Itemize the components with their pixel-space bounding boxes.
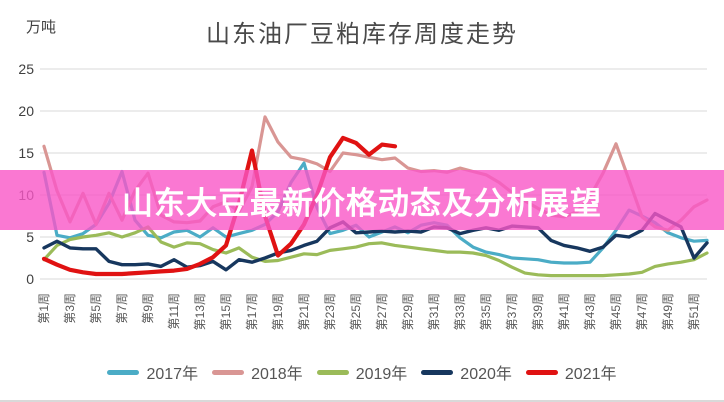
x-axis-tick-label: 第39周 <box>531 293 545 330</box>
legend-item-2019年: 2019年 <box>316 360 408 384</box>
y-axis-unit-label: 万吨 <box>26 19 57 36</box>
x-axis-tick-label: 第5周 <box>89 293 103 324</box>
x-axis-tick-label: 第51周 <box>687 293 701 330</box>
legend-label-2018年: 2018年 <box>251 366 303 383</box>
x-axis-tick-label: 第41周 <box>557 293 571 330</box>
chart-title: 山东油厂豆粕库存周度走势 <box>206 22 518 48</box>
x-axis-tick-label: 第17周 <box>245 293 259 330</box>
x-axis-tick-label: 第25周 <box>349 293 363 330</box>
series-line-2020年 <box>42 211 709 272</box>
legend-item-2017年: 2017年 <box>107 360 198 384</box>
overlay-banner-text: 山东大豆最新价格动态及分析展望 <box>122 185 602 221</box>
x-axis-tick-label: 第31周 <box>427 293 441 330</box>
x-axis-tick-label: 第3周 <box>63 293 77 324</box>
chart-legend: 2017年 2018年 2019年 2020年 2021年 <box>0 360 724 384</box>
x-axis-tick-label: 第21周 <box>297 293 311 330</box>
x-axis-tick-label: 第11周 <box>167 293 181 329</box>
legend-label-2017年: 2017年 <box>146 366 199 383</box>
x-axis-tick-label: 第29周 <box>401 293 415 330</box>
legend-label-2019年: 2019年 <box>355 366 408 383</box>
x-axis-tick-label: 第27周 <box>375 293 389 330</box>
x-axis-tick-label: 第49周 <box>661 293 675 330</box>
legend-swatch-2017年 <box>107 369 140 375</box>
legend-item-2021年: 2021年 <box>525 360 617 384</box>
series-line-2021年 <box>41 135 398 277</box>
legend-label-2020年: 2020年 <box>460 366 512 383</box>
x-axis-tick-label: 第35周 <box>479 293 493 330</box>
series-line-2019年 <box>42 225 709 278</box>
legend-swatch-2020年 <box>421 369 454 375</box>
x-axis-tick-label: 第45周 <box>609 293 623 330</box>
x-axis-tick-label: 第13周 <box>193 293 207 330</box>
legend-swatch-2018年 <box>212 369 245 375</box>
y-axis-tick-label: 5 <box>26 229 34 245</box>
x-axis-tick-label: 第33周 <box>453 293 467 330</box>
x-axis-tick-label: 第37周 <box>505 293 519 330</box>
y-axis-tick-label: 20 <box>18 103 34 119</box>
legend-swatch-2019年 <box>316 369 349 375</box>
overlay-banner: 山东大豆最新价格动态及分析展望 <box>0 170 724 230</box>
y-axis-tick-label: 15 <box>18 145 34 161</box>
x-axis-tick-label: 第47周 <box>635 293 649 330</box>
legend-item-2020年: 2020年 <box>421 360 512 384</box>
y-axis-tick-label: 25 <box>18 61 34 77</box>
x-axis-tick-label: 第43周 <box>583 293 597 330</box>
legend-swatch-2021年 <box>525 369 558 375</box>
x-axis-tick-label: 第9周 <box>141 293 155 324</box>
legend-label-2021年: 2021年 <box>564 366 617 383</box>
x-axis-tick-label: 第7周 <box>115 293 129 324</box>
x-axis-tick-label: 第23周 <box>323 293 337 330</box>
x-axis-tick-label: 第15周 <box>219 293 233 330</box>
x-axis-tick-label: 第1周 <box>37 293 51 324</box>
legend-item-2018年: 2018年 <box>212 360 303 384</box>
y-axis-tick-label: 0 <box>26 271 34 287</box>
x-axis-tick-label: 第19周 <box>271 293 285 330</box>
